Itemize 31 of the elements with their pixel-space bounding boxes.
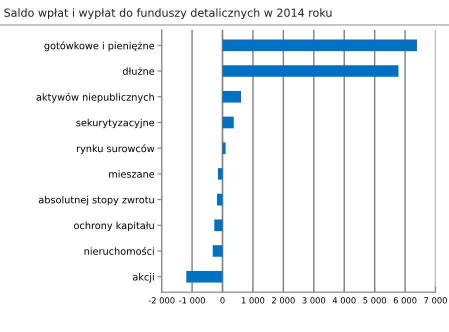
bar xyxy=(222,142,226,154)
bar xyxy=(218,168,223,180)
bar xyxy=(222,90,242,103)
x-tick-label: 0 xyxy=(220,297,225,304)
x-tick-label: 5 000 xyxy=(363,297,386,304)
bar xyxy=(214,220,223,232)
x-tick-label: 4 000 xyxy=(332,297,356,304)
x-tick-label: 3 000 xyxy=(302,297,326,304)
x-tick-label: -2 000 xyxy=(148,297,175,304)
x-tick-label: -1 000 xyxy=(179,297,205,304)
y-tick-label: rynku surowców xyxy=(76,144,154,154)
y-tick-label: absolutnej stopy zwrotu xyxy=(38,196,154,206)
y-tick-label: dłużne xyxy=(122,67,154,75)
y-tick-label: gotówkowe i pieniężne xyxy=(44,41,154,52)
x-tick-label: 1 000 xyxy=(242,297,264,304)
chart-title: Saldo wpłat i wypłat do funduszy detalicznych w 2014 roku xyxy=(4,8,332,20)
x-tick-label: 6 000 xyxy=(394,297,416,304)
y-tick-label: sekurytyzacyjne xyxy=(76,118,154,128)
y-tick-label: aktywów niepublicznych xyxy=(36,92,154,103)
y-tick-label: nieruchomości xyxy=(84,246,154,255)
x-tick-label: 7 000 xyxy=(424,297,447,304)
bar xyxy=(222,40,417,52)
bar xyxy=(212,245,223,257)
bar xyxy=(222,116,234,128)
bar xyxy=(222,65,398,77)
y-tick-label: ochrony kapitału xyxy=(74,222,154,232)
bar xyxy=(186,270,223,283)
bar xyxy=(217,194,223,206)
y-tick-label: mieszane xyxy=(109,170,154,178)
y-tick-label: akcji xyxy=(132,273,154,282)
x-tick-label: 2 000 xyxy=(272,297,295,304)
